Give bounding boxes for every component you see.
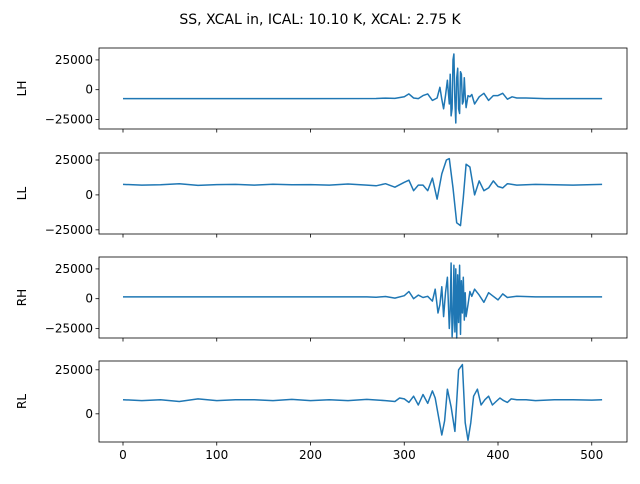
series-line-rh — [123, 262, 603, 339]
y-tick-label: −25000 — [45, 112, 93, 126]
x-tick-label: 400 — [487, 448, 510, 462]
y-tick-label: 0 — [85, 407, 93, 421]
series-line-lh — [123, 53, 603, 124]
y-axis-label: RH — [15, 289, 29, 306]
axes-frame — [98, 152, 628, 235]
y-tick-label: −25000 — [45, 321, 93, 335]
y-tick-label: 25000 — [55, 262, 93, 276]
y-axis-label: LL — [15, 187, 29, 201]
x-tick-label: 500 — [580, 448, 603, 462]
y-tick-label: 0 — [85, 292, 93, 306]
axes-frame — [98, 47, 628, 130]
panel-rl: 0 25000 0 100 200 300 400 500 RL — [15, 360, 628, 462]
x-tick-label: 0 — [119, 448, 127, 462]
y-axis-label: RL — [15, 394, 29, 409]
x-tick-label: 100 — [205, 448, 228, 462]
y-tick-label: 25000 — [55, 363, 93, 377]
panel-ll: −25000 0 25000 LL — [15, 152, 628, 238]
y-tick-label: 25000 — [55, 53, 93, 67]
series-line-rl — [122, 363, 603, 441]
y-tick-label: 25000 — [55, 153, 93, 167]
chart-title: SS, XCAL in, ICAL: 10.10 K, XCAL: 2.75 K — [179, 12, 461, 28]
y-tick-label: −25000 — [45, 223, 93, 237]
y-axis-label: LH — [15, 81, 29, 97]
axes-frame — [98, 256, 628, 339]
series-line-ll — [122, 157, 603, 227]
panel-rh: −25000 0 25000 RH — [15, 256, 628, 342]
y-tick-label: 0 — [85, 83, 93, 97]
chart-panels: −25000 0 25000 LH −25000 0 25000 LL −25000 0 25000… — [15, 47, 628, 462]
y-tick-label: 0 — [85, 188, 93, 202]
panel-lh: −25000 0 25000 LH — [15, 47, 628, 133]
axes-frame — [98, 360, 628, 443]
x-tick-label: 200 — [299, 448, 322, 462]
x-tick-label: 300 — [393, 448, 416, 462]
